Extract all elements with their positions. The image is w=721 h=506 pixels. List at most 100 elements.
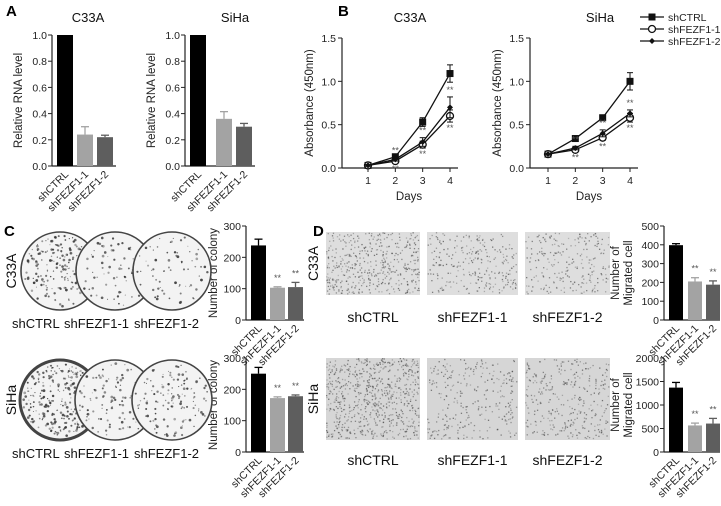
colony-dot: [66, 253, 69, 256]
cell-dot: [329, 390, 331, 392]
cell-dot: [568, 256, 570, 258]
colony-dot: [101, 245, 103, 247]
cell-dot: [374, 288, 377, 290]
cell-dot: [497, 391, 499, 393]
cell-dot: [363, 247, 366, 250]
cell-dot: [578, 431, 580, 434]
cell-dot: [381, 267, 383, 269]
cell-dot: [333, 429, 336, 432]
cell-dot: [358, 369, 361, 372]
cell-dot: [405, 363, 407, 365]
cell-dot: [550, 378, 553, 380]
cell-dot: [479, 276, 481, 279]
colony-dot: [180, 384, 183, 386]
cell-dot: [474, 389, 476, 391]
cell-dot: [416, 274, 418, 276]
cell-dot: [586, 289, 588, 292]
colony-dot: [45, 288, 48, 291]
cell-dot: [428, 421, 430, 424]
cell-dot: [343, 397, 346, 400]
cell-dot: [382, 266, 384, 269]
colony-dot: [46, 250, 48, 252]
cell-dot: [501, 235, 504, 238]
cell-dot: [416, 434, 418, 436]
cell-dot: [558, 371, 560, 373]
cell-dot: [470, 422, 472, 424]
cell-dot: [572, 374, 575, 376]
cell-dot: [576, 361, 578, 363]
colony-dot: [147, 264, 150, 267]
cell-dot: [547, 258, 549, 260]
cell-dot: [501, 418, 503, 420]
cell-dot: [399, 274, 402, 276]
cell-dot: [377, 234, 379, 236]
cell-dot: [406, 281, 408, 283]
y-tick-label: 500: [641, 424, 659, 436]
cell-dot: [409, 247, 411, 249]
cell-dot: [394, 375, 396, 377]
cell-dot: [326, 383, 328, 386]
cell-dot: [359, 430, 362, 433]
cell-dot: [391, 387, 393, 390]
cell-dot: [397, 434, 399, 436]
cell-dot: [499, 390, 502, 392]
cell-dot: [379, 362, 381, 364]
significance-mark: **: [572, 153, 580, 163]
colony-dot: [110, 395, 114, 399]
series-line-shfezf1-2: [367, 106, 451, 167]
cell-dot: [377, 238, 379, 241]
cell-dot: [447, 407, 449, 409]
cell-dot: [398, 397, 400, 399]
cell-dot: [418, 287, 420, 290]
colony-dot: [54, 244, 57, 246]
cell-dot: [550, 414, 552, 416]
cell-dot: [335, 397, 337, 399]
cell-dot: [354, 375, 357, 378]
colony-dot: [92, 410, 95, 413]
cell-dot: [465, 368, 467, 370]
cell-dot: [389, 268, 391, 270]
colony-dot: [167, 266, 170, 269]
colony-dot: [64, 414, 66, 416]
cell-dot: [414, 410, 417, 413]
cell-dot: [407, 263, 409, 266]
cell-dot: [404, 384, 406, 386]
cell-dot: [417, 256, 419, 259]
colony-dot: [90, 294, 93, 297]
cell-dot: [513, 360, 515, 363]
cell-dot: [459, 265, 461, 267]
colony-dot: [155, 278, 158, 281]
cell-dot: [503, 379, 505, 381]
cell-dot: [550, 264, 553, 266]
cell-dot: [406, 244, 408, 246]
cell-dot: [605, 277, 607, 280]
cell-dot: [605, 281, 607, 283]
y-axis-label: Number of colony: [208, 360, 220, 450]
cell-dot: [535, 376, 538, 378]
cell-dot: [456, 392, 458, 394]
cell-dot: [575, 371, 578, 374]
cell-dot: [397, 274, 399, 276]
cell-dot: [354, 387, 356, 390]
cell-dot: [551, 244, 554, 246]
colony-dot: [37, 263, 40, 266]
cell-dot: [364, 434, 367, 436]
cell-dot: [534, 420, 537, 423]
colony-dot: [25, 271, 28, 274]
cell-dot: [576, 413, 579, 415]
cell-dot: [460, 359, 462, 361]
cell-dot: [488, 256, 490, 258]
cell-dot: [360, 361, 363, 363]
cell-dot: [463, 273, 465, 276]
cell-dot: [446, 370, 448, 372]
cell-dot: [357, 427, 359, 430]
cell-dot: [468, 273, 471, 276]
colony-dot: [35, 410, 37, 412]
cell-dot: [547, 389, 550, 391]
cell-dot: [412, 395, 414, 398]
y-tick-label: 1500: [636, 377, 660, 389]
cell-dot: [347, 289, 350, 291]
colony-dot: [56, 249, 60, 252]
bar-chart-a-siha: 0.00.20.40.60.81.0shCTRLshFEZF1-1shFEZF1…: [146, 10, 255, 214]
